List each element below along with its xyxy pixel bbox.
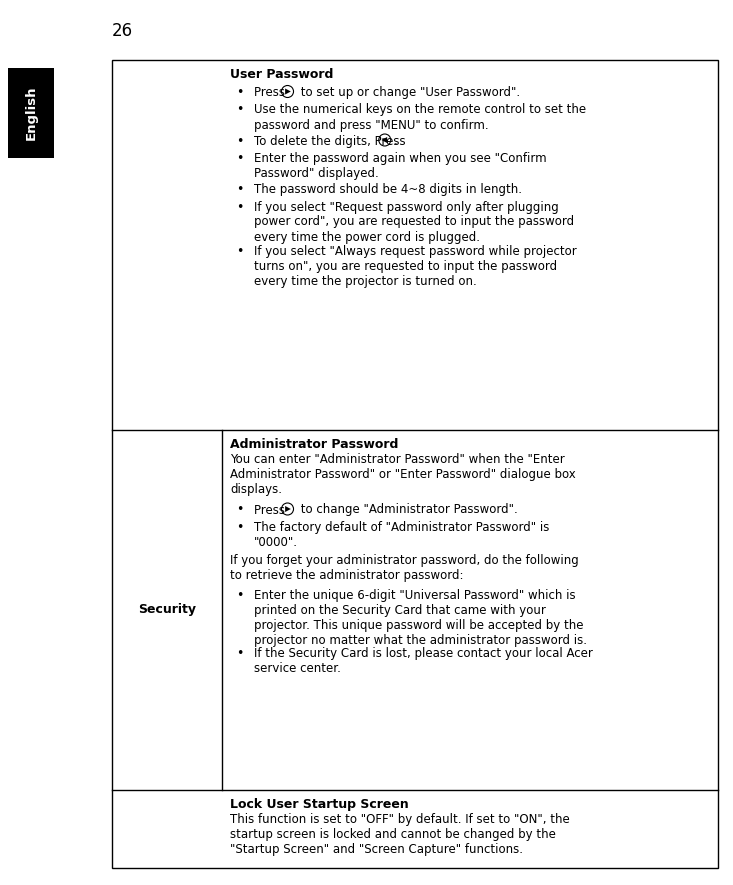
Text: The factory default of "Administrator Password" is
"0000".: The factory default of "Administrator Pa… bbox=[254, 521, 549, 549]
Text: •: • bbox=[236, 589, 243, 602]
Text: Enter the unique 6-digit "Universal Password" which is
printed on the Security C: Enter the unique 6-digit "Universal Pass… bbox=[254, 589, 587, 647]
Text: Press: Press bbox=[254, 86, 289, 99]
Text: If you select "Always request password while projector
turns on", you are reques: If you select "Always request password w… bbox=[254, 245, 577, 288]
Text: •: • bbox=[236, 104, 243, 117]
Text: •: • bbox=[236, 135, 243, 148]
Text: If you select "Request password only after plugging
power cord", you are request: If you select "Request password only aft… bbox=[254, 201, 574, 243]
Text: 26: 26 bbox=[112, 22, 133, 40]
Text: •: • bbox=[236, 647, 243, 660]
Text: .: . bbox=[394, 135, 397, 148]
Text: to change "Administrator Password".: to change "Administrator Password". bbox=[297, 504, 517, 517]
Text: To delete the digits, Press: To delete the digits, Press bbox=[254, 135, 409, 148]
Text: English: English bbox=[24, 86, 37, 140]
Text: Use the numerical keys on the remote control to set the
password and press "MENU: Use the numerical keys on the remote con… bbox=[254, 104, 586, 132]
Text: •: • bbox=[236, 521, 243, 534]
Text: Security: Security bbox=[138, 604, 196, 617]
Polygon shape bbox=[285, 506, 291, 512]
Polygon shape bbox=[381, 137, 387, 143]
Text: If the Security Card is lost, please contact your local Acer
service center.: If the Security Card is lost, please con… bbox=[254, 647, 593, 675]
Text: •: • bbox=[236, 201, 243, 213]
Text: •: • bbox=[236, 86, 243, 99]
Polygon shape bbox=[285, 88, 291, 95]
Text: The password should be 4~8 digits in length.: The password should be 4~8 digits in len… bbox=[254, 183, 522, 196]
Text: •: • bbox=[236, 504, 243, 517]
Text: to set up or change "User Password".: to set up or change "User Password". bbox=[297, 86, 520, 99]
Text: Lock User Startup Screen: Lock User Startup Screen bbox=[230, 798, 409, 811]
Text: •: • bbox=[236, 152, 243, 165]
Text: Enter the password again when you see "Confirm
Password" displayed.: Enter the password again when you see "C… bbox=[254, 152, 547, 180]
Text: •: • bbox=[236, 245, 243, 258]
Text: You can enter "Administrator Password" when the "Enter
Administrator Password" o: You can enter "Administrator Password" w… bbox=[230, 453, 575, 496]
Text: Administrator Password: Administrator Password bbox=[230, 438, 398, 451]
Text: If you forget your administrator password, do the following
to retrieve the admi: If you forget your administrator passwor… bbox=[230, 554, 579, 582]
Text: Press: Press bbox=[254, 504, 289, 517]
Text: •: • bbox=[236, 183, 243, 196]
Bar bbox=[112, 60, 718, 868]
Bar bbox=[8, 68, 54, 158]
Text: User Password: User Password bbox=[230, 68, 334, 81]
Text: This function is set to "OFF" by default. If set to "ON", the
startup screen is : This function is set to "OFF" by default… bbox=[230, 813, 570, 856]
